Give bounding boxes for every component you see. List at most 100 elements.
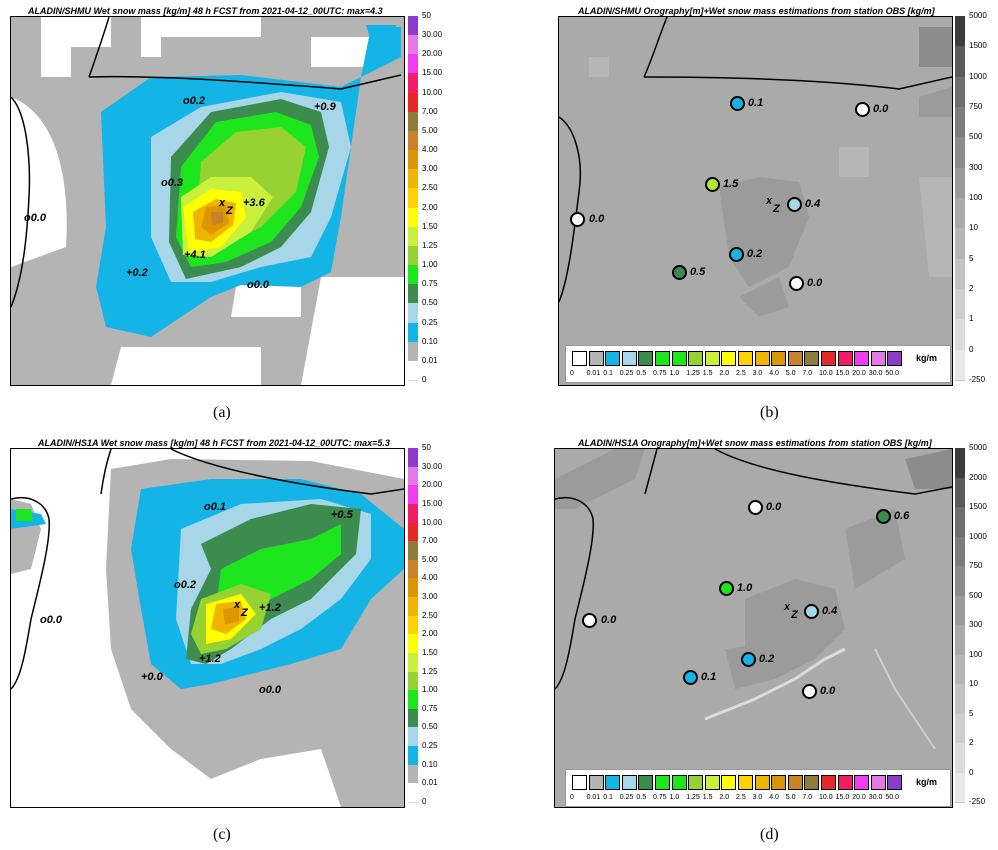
panel-c-caption: (c) (213, 826, 231, 843)
station-marker (787, 197, 802, 212)
station-marker (741, 652, 756, 667)
legend-tick-label: 20.0 (852, 794, 866, 801)
station-value: 0.0 (820, 685, 836, 697)
legend-swatch (837, 775, 853, 790)
panel-a-colorbar: 50 30.00 20.00 15.00 10.00 7.00 5.00 4.00 3.00 2.… (408, 11, 442, 384)
panel-b-map: 0.1 0.0 1.5 x Z 0.4 0.0 0.2 0.5 0.0 0 0.0… (558, 16, 953, 386)
legend-swatch (837, 351, 853, 366)
colorbar-swatch (955, 743, 965, 774)
colorbar-swatch (955, 167, 965, 199)
colorbar-swatch (955, 595, 965, 626)
colorbar-swatch (408, 559, 418, 580)
legend-tick-label: 2.0 (719, 794, 730, 801)
panel-d-legend: 0 0.01 0.1 0.25 0.5 0.75 1.0 1.25 1.5 2.0 2.5 3.0 4.… (565, 769, 951, 807)
colorbar-swatch (955, 198, 965, 230)
colorbar-tick-label: 0.75 (422, 703, 438, 713)
label-z: Z (791, 609, 798, 621)
colorbar-tick-label: 1000 (969, 531, 987, 541)
legend-swatch (771, 351, 787, 366)
station-marker (802, 684, 817, 699)
panel-c-colorbar: 50 30.00 20.00 15.00 10.00 7.00 5.00 4.00 3.00 2.… (408, 443, 442, 806)
colorbar-swatch (408, 265, 418, 286)
colorbar-swatch (955, 16, 965, 48)
legend-tick-label: 0.25 (619, 370, 634, 377)
legend-swatch (721, 351, 737, 366)
colorbar-tick-label: 5.00 (422, 554, 438, 564)
colorbar-tick-label: 10 (969, 223, 978, 233)
legend-swatch (738, 351, 753, 366)
colorbar-tick-label: 0.10 (422, 759, 438, 769)
colorbar-tick-label: 1000 (969, 71, 987, 81)
colorbar-swatch (408, 634, 418, 654)
legend-tick-label: 0 (570, 370, 574, 377)
legend-tick-label: 5.0 (785, 370, 796, 377)
colorbar-swatch (408, 150, 418, 171)
colorbar-tick-label: 1.25 (422, 666, 438, 676)
panel-c-map: o0.1 +0.5 o0.2 x Z +1.2 o0.0 +1.2 +0.0 o… (10, 448, 405, 808)
colorbar-swatch (955, 107, 965, 139)
legend-swatch (588, 775, 604, 790)
station-marker (705, 177, 720, 192)
legend-swatch (704, 351, 720, 366)
legend-swatch (655, 775, 670, 790)
station-value: 0.0 (766, 501, 782, 513)
colorbar-tick-label: 4.00 (422, 145, 438, 155)
legend-tick-label: 5.0 (785, 794, 796, 801)
legend-swatch (572, 351, 587, 366)
legend-tick-label: 0.01 (586, 370, 601, 377)
panel-a-caption: (a) (213, 404, 231, 421)
colorbar-tick-label: 10.00 (422, 517, 443, 527)
colorbar-swatch (955, 258, 965, 290)
colorbar-tick-label: 2 (969, 738, 974, 747)
colorbar-swatch (408, 652, 418, 673)
legend-tick-label: 1.25 (686, 794, 700, 801)
station-value: 0.0 (589, 213, 605, 225)
station-marker (876, 509, 891, 524)
panel-a-title: ALADIN/SHMU Wet snow mass [kg/m] 48 h FC… (28, 6, 383, 16)
colorbar-tick-label: 30.00 (422, 461, 443, 471)
colorbar-tick-label: 0.25 (422, 317, 438, 327)
legend-swatch (804, 351, 820, 366)
label-o01: o0.1 (204, 501, 227, 513)
legend-tick-label: 0.25 (619, 794, 634, 801)
label-o03: o0.3 (161, 177, 184, 189)
colorbar-swatch (955, 477, 965, 508)
colorbar-tick-label: 10.00 (422, 87, 443, 97)
colorbar-swatch (408, 111, 418, 132)
legend-tick-label: 30.0 (868, 370, 883, 377)
colorbar-swatch (408, 169, 418, 190)
colorbar-tick-label: 0.50 (422, 298, 438, 308)
legend-tick-label: 15.0 (835, 370, 850, 377)
colorbar-tick-label: 15.00 (422, 68, 443, 78)
panel-d-caption: (d) (760, 826, 779, 843)
panel-a-map: o0.2 +0.9 o0.3 x Z +3.6 o0.0 +4.1 +0.2 o… (10, 16, 405, 386)
legend-tick-label: 3.0 (752, 370, 763, 377)
legend-swatch (638, 775, 654, 790)
legend-swatch (787, 351, 803, 366)
colorbar-tick-label: 1.25 (422, 240, 438, 250)
legend-swatch (821, 351, 836, 366)
legend-tick-label: 0.5 (636, 370, 647, 377)
colorbar-tick-label: 7.00 (422, 536, 438, 546)
colorbar-swatch (408, 16, 418, 37)
colorbar-swatch (408, 35, 418, 56)
colorbar-swatch (408, 485, 418, 505)
colorbar-tick-label: 2000 (969, 472, 987, 482)
label-p09: +0.9 (314, 101, 336, 113)
colorbar-tick-label: 5 (969, 708, 974, 718)
station-value: 0.2 (747, 248, 763, 260)
colorbar-swatch (955, 228, 965, 260)
label-o02: o0.2 (183, 95, 206, 107)
panel-a-snow-field (11, 17, 404, 385)
colorbar-swatch (955, 536, 965, 567)
colorbar-tick-label: 300 (969, 620, 983, 629)
colorbar-swatch (955, 772, 965, 803)
colorbar-tick-label: 3.00 (422, 164, 438, 174)
colorbar-swatch (408, 615, 418, 636)
station-marker (582, 613, 597, 628)
legend-swatch (821, 775, 836, 790)
legend-swatch (738, 775, 753, 790)
colorbar-swatch (955, 625, 965, 656)
station-marker (748, 500, 763, 515)
colorbar-tick-label: 100 (969, 193, 983, 202)
